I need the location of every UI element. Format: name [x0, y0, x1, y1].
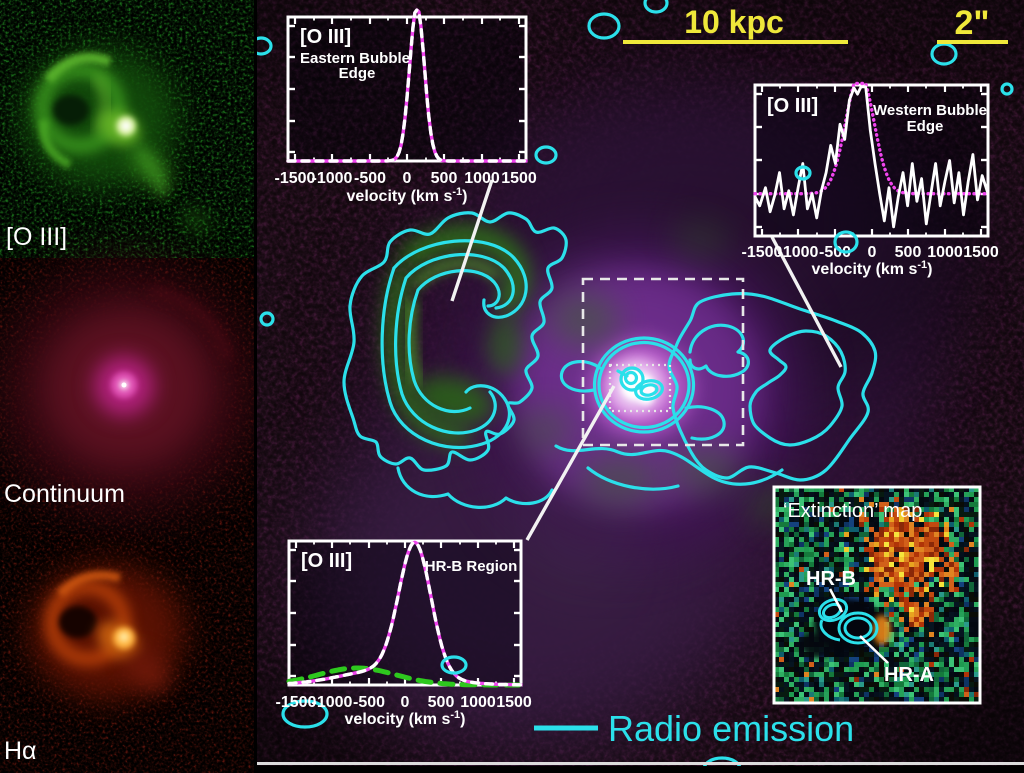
svg-text:[O III]: [O III] — [6, 223, 67, 251]
svg-text:500: 500 — [431, 170, 458, 187]
svg-text:HR-B Region: HR-B Region — [425, 558, 518, 575]
svg-text:1500: 1500 — [963, 244, 999, 261]
svg-text:-1500: -1500 — [742, 244, 783, 261]
svg-text:500: 500 — [895, 244, 922, 261]
svg-text:1000: 1000 — [460, 694, 496, 711]
svg-text:0: 0 — [403, 170, 412, 187]
svg-text:Edge: Edge — [907, 118, 944, 135]
svg-text:Continuum: Continuum — [4, 480, 125, 508]
svg-text:HR-B: HR-B — [806, 568, 856, 590]
svg-text:500: 500 — [428, 694, 455, 711]
svg-text:-1500: -1500 — [276, 694, 317, 711]
svg-text:0: 0 — [401, 694, 410, 711]
svg-text:1000: 1000 — [464, 170, 500, 187]
svg-text:-500: -500 — [819, 244, 851, 261]
svg-text:0: 0 — [868, 244, 877, 261]
svg-text:10 kpc: 10 kpc — [684, 4, 784, 40]
svg-text:1000: 1000 — [927, 244, 963, 261]
svg-text:-1000: -1000 — [312, 170, 353, 187]
svg-text:-1000: -1000 — [312, 694, 353, 711]
svg-text:Edge: Edge — [339, 65, 376, 82]
svg-text:Western Bubble: Western Bubble — [873, 102, 987, 119]
svg-text:Hα: Hα — [4, 737, 37, 765]
svg-text:Radio emission: Radio emission — [608, 708, 854, 749]
svg-text:[O III]: [O III] — [767, 95, 818, 117]
svg-text:Eastern Bubble: Eastern Bubble — [300, 50, 410, 67]
svg-text:1500: 1500 — [496, 694, 532, 711]
svg-text:-500: -500 — [354, 170, 386, 187]
svg-text:2": 2" — [954, 4, 989, 42]
svg-text:[O III]: [O III] — [300, 26, 351, 48]
svg-text:velocity (km s-1): velocity (km s-1) — [345, 709, 466, 728]
svg-text:1500: 1500 — [501, 170, 537, 187]
svg-text:-500: -500 — [353, 694, 385, 711]
svg-text:-1500: -1500 — [275, 170, 316, 187]
svg-text:HR-A: HR-A — [884, 664, 934, 686]
svg-text:-1000: -1000 — [778, 244, 819, 261]
svg-text:velocity (km s-1): velocity (km s-1) — [812, 259, 933, 278]
svg-text:[O III]: [O III] — [301, 550, 352, 572]
svg-text:‘Extinction’ map: ‘Extinction’ map — [783, 500, 922, 522]
svg-text:velocity (km s-1): velocity (km s-1) — [347, 186, 468, 205]
